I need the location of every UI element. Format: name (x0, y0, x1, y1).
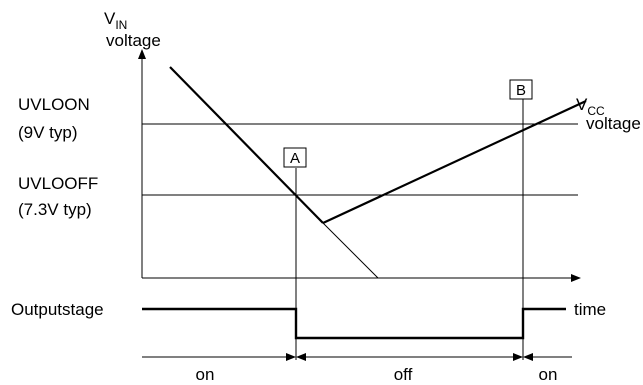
vcc-label: VCC (576, 95, 605, 118)
marker-b-box (509, 79, 533, 100)
time-label: time (574, 300, 606, 319)
vin-voltage-curve (169, 66, 324, 224)
state-on-last: on (539, 365, 558, 384)
marker-a-text: A (290, 150, 300, 167)
uvloon-value: (9V typ) (18, 123, 78, 142)
vcc-voltage-curve (322, 100, 587, 224)
uvlooff-value: (7.3V typ) (18, 200, 92, 219)
vin-voltage-label: voltage (106, 31, 161, 50)
output-stage-label: Outputstage (11, 300, 104, 319)
uvloon-label: UVLOON (18, 95, 90, 114)
vin-label: VIN (104, 9, 127, 32)
uvlooff-label: UVLOOFF (18, 174, 98, 193)
vin-voltage-extension (322, 222, 379, 279)
vcc-voltage-label: voltage (586, 114, 641, 133)
marker-b-text: B (516, 82, 526, 99)
marker-a-box (283, 147, 307, 168)
state-off: off (394, 365, 413, 384)
state-on-first: on (196, 365, 215, 384)
output-stage-waveform (142, 307, 566, 340)
